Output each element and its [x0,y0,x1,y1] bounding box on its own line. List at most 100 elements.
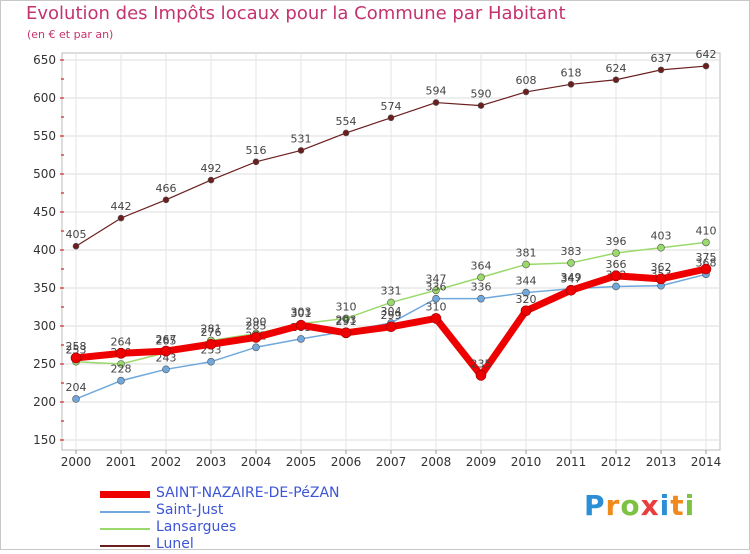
x-tick-label: 2002 [151,455,182,469]
data-point [655,273,667,285]
data-point [117,376,125,385]
data-label: 642 [696,48,717,61]
data-label: 383 [561,245,582,258]
proxiti-logo: Proxiti [584,489,695,522]
y-tick-label: 600 [33,91,56,105]
legend-item: Saint-Just [100,502,420,520]
data-point [522,260,530,269]
data-label: 304 [381,305,402,318]
data-point [117,214,125,222]
data-point [432,294,440,303]
data-label: 594 [426,85,447,98]
data-point [387,298,395,307]
data-point [567,259,575,267]
y-tick-label: 500 [33,167,56,181]
data-point [657,66,665,74]
data-label: 347 [426,272,447,285]
data-label: 290 [246,316,267,329]
data-label: 349 [561,271,582,284]
data-point [295,319,307,331]
data-label: 405 [66,228,87,241]
data-label: 347 [561,272,582,285]
logo-letter: t [670,489,685,522]
data-point [520,305,532,317]
data-point [162,196,170,204]
data-label: 624 [606,62,627,75]
data-point [252,158,260,166]
data-label: 492 [201,162,222,175]
data-label: 336 [426,281,447,294]
data-point [610,270,622,282]
data-label: 228 [111,363,132,376]
logo-letter: i [684,489,696,522]
data-point [115,348,127,359]
data-label: 590 [471,88,492,101]
y-tick-label: 350 [33,281,56,295]
series-saint-nazaire-de-p-zan: 258 264 267 276 285 301 291 299 310 235 320 347 366 3… [66,251,717,381]
legend-label: Lunel [156,536,194,552]
y-tick-label: 400 [33,243,56,257]
data-point [430,313,442,324]
data-point [702,62,710,70]
x-tick-label: 2007 [376,455,407,469]
data-label: 442 [111,200,132,213]
x-tick-label: 2012 [601,455,632,469]
data-label: 281 [201,322,222,335]
y-tick-label: 250 [33,357,56,371]
data-label: 366 [606,258,627,271]
data-point [477,273,485,282]
legend-item: SAINT-NAZAIRE-DE-PéZAN [100,485,420,503]
data-label: 303 [291,306,312,319]
data-point [72,395,80,403]
data-point [207,176,215,184]
x-tick-label: 2011 [556,455,587,469]
data-label: 291 [336,315,357,328]
data-point [477,102,485,109]
y-tick-label: 300 [33,319,56,333]
data-point [70,352,82,364]
data-label: 253 [66,344,87,357]
data-point [612,76,620,84]
data-label: 265 [156,335,177,348]
data-label: 381 [516,246,537,259]
data-label: 375 [696,251,717,264]
data-point [385,321,397,333]
data-label: 310 [426,300,447,313]
x-tick-label: 2014 [691,455,722,469]
logo-letter: x [640,489,660,522]
legend-item: Lunel [100,536,420,554]
data-point [162,365,170,374]
logo-letter: P [584,489,606,522]
data-label: 362 [651,261,672,274]
data-label: 554 [336,115,357,128]
data-point [700,263,712,275]
data-label: 608 [516,74,537,87]
series-lunel: 405 442 466 492 516 531 554 574 594 590 608 618 624 6… [66,48,717,250]
data-label: 531 [291,132,312,145]
data-point [72,242,80,250]
data-point [160,345,172,357]
y-tick-label: 650 [33,53,56,67]
data-point [432,99,440,106]
data-label: 403 [651,230,672,243]
data-label: 637 [651,52,672,65]
x-tick-label: 2004 [241,455,272,469]
legend-label: Lansargues [156,519,237,535]
data-label: 285 [246,319,267,332]
data-point [612,249,620,257]
x-tick-label: 2001 [106,455,137,469]
data-label: 235 [471,357,492,370]
y-tick-label: 200 [33,395,56,409]
data-point [387,114,395,122]
legend-swatch [100,511,150,513]
data-point [475,370,487,381]
legend-label: SAINT-NAZAIRE-DE-PéZAN [156,485,340,501]
data-point [342,129,350,137]
data-point [477,294,485,303]
data-point [297,147,305,154]
data-point [207,357,215,366]
chart-title: Evolution des Impôts locaux pour la Comm… [26,3,566,24]
data-label: 264 [111,335,132,348]
data-label: 396 [606,235,627,248]
x-tick-label: 2003 [196,455,227,469]
